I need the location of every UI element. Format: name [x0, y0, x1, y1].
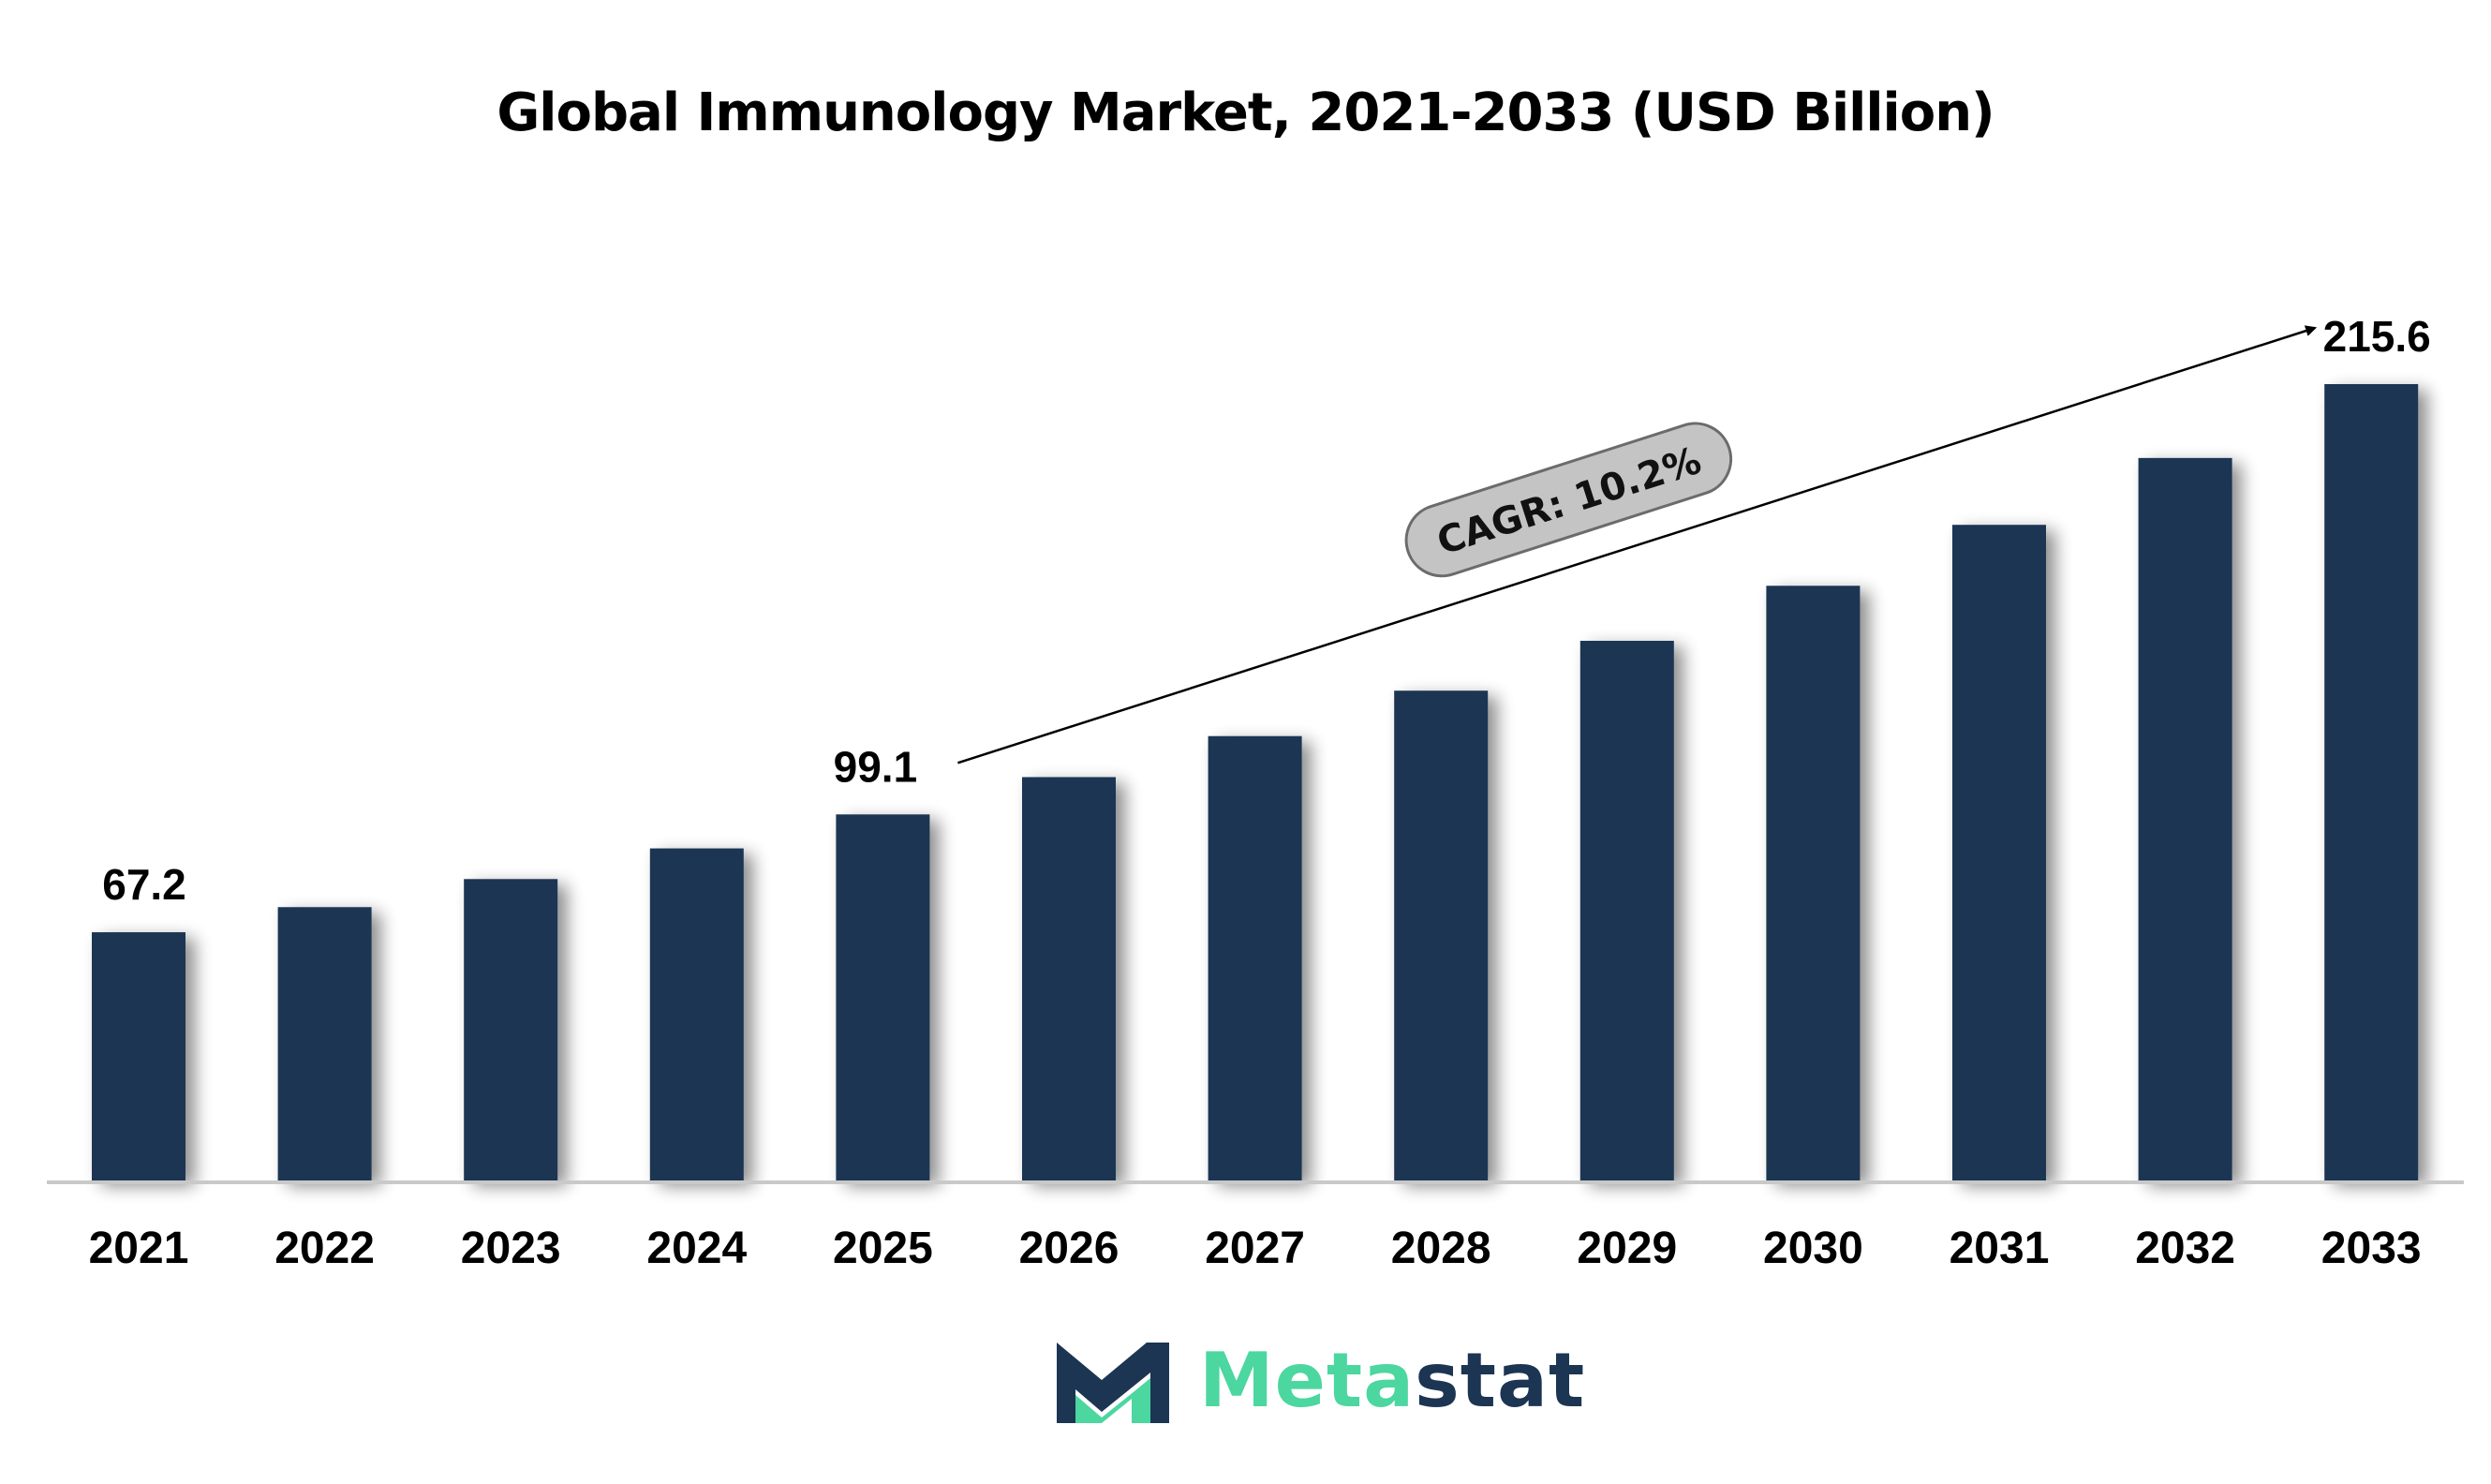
- x-tick-label-2032: 2032: [2135, 1224, 2235, 1273]
- x-tick-label-2025: 2025: [833, 1224, 933, 1273]
- cagr-badge: CAGR: 10.2%: [1404, 422, 1733, 578]
- metastat-logo-icon: [1057, 1343, 1169, 1423]
- bar-2024: [649, 848, 744, 1180]
- x-tick-label-2022: 2022: [274, 1224, 375, 1273]
- x-tick-label-2031: 2031: [1950, 1224, 2050, 1273]
- bar-2022: [277, 907, 372, 1180]
- logo-text-meta: Meta: [1199, 1337, 1416, 1424]
- x-tick-label-2033: 2033: [2321, 1224, 2422, 1273]
- bars-layer: [92, 384, 2419, 1180]
- x-tick-label-2023: 2023: [461, 1224, 561, 1273]
- bar-2026: [1022, 777, 1116, 1180]
- x-tick-label-2026: 2026: [1019, 1224, 1119, 1273]
- chart-title: Global Immunology Market, 2021-2033 (USD…: [497, 82, 1994, 143]
- data-label-2025: 99.1: [834, 742, 918, 791]
- bar-2025: [836, 814, 930, 1180]
- x-tick-label-2030: 2030: [1763, 1224, 1863, 1273]
- metastat-logo: Metastat: [1049, 1326, 1584, 1429]
- bar-2021: [92, 932, 185, 1180]
- bar-2031: [1952, 525, 2046, 1180]
- bar-2028: [1394, 690, 1489, 1180]
- cagr-arrow: [957, 325, 2318, 764]
- x-tick-label-2021: 2021: [89, 1224, 189, 1273]
- bar-2032: [2138, 457, 2232, 1180]
- logo-text-stat: stat: [1415, 1337, 1586, 1424]
- bar-2033: [2324, 384, 2419, 1180]
- x-tick-label-2029: 2029: [1577, 1224, 1677, 1273]
- bar-2030: [1766, 586, 1861, 1180]
- bar-2029: [1579, 641, 1674, 1180]
- x-tick-label-2027: 2027: [1205, 1224, 1305, 1273]
- x-tick-labels: 2021 2022 2023 2024 2025 2026 2027 2028 2029 2030…: [89, 1224, 2422, 1273]
- data-label-2033: 215.6: [2323, 312, 2431, 361]
- data-labels: 67.2 99.1 215.6: [102, 312, 2431, 909]
- data-label-2021: 67.2: [102, 860, 186, 909]
- bar-2023: [464, 879, 558, 1180]
- bar-2027: [1208, 735, 1302, 1180]
- cagr-badge-background: [1404, 422, 1733, 578]
- x-tick-label-2024: 2024: [646, 1224, 747, 1273]
- metastat-logo-wordmark: Metastat: [1199, 1337, 1585, 1424]
- x-tick-label-2028: 2028: [1391, 1224, 1491, 1273]
